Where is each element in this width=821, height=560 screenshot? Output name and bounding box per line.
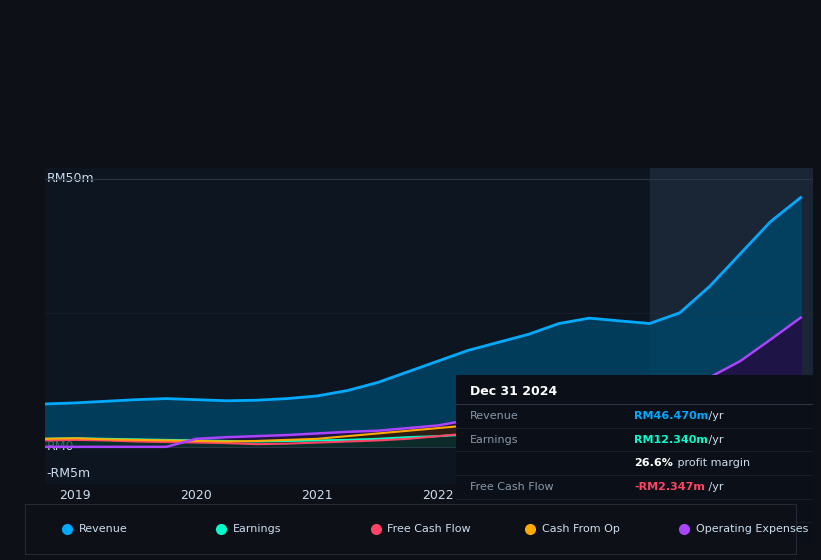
Text: /yr: /yr: [705, 435, 723, 445]
Text: RM0: RM0: [47, 440, 74, 454]
Text: Revenue: Revenue: [470, 411, 519, 421]
Text: Revenue: Revenue: [79, 524, 127, 534]
Text: RM12.949m: RM12.949m: [635, 506, 709, 516]
Bar: [649, 168, 813, 484]
Text: /yr: /yr: [705, 411, 723, 421]
Text: -RM2.347m: -RM2.347m: [635, 482, 705, 492]
Text: /yr: /yr: [705, 506, 723, 516]
Text: Operating Expenses: Operating Expenses: [470, 529, 582, 539]
Text: Operating Expenses: Operating Expenses: [696, 524, 809, 534]
Text: RM50m: RM50m: [47, 172, 94, 185]
Text: Earnings: Earnings: [470, 435, 518, 445]
Text: Earnings: Earnings: [233, 524, 282, 534]
Text: Dec 31 2024: Dec 31 2024: [470, 385, 557, 398]
Text: Free Cash Flow: Free Cash Flow: [470, 482, 553, 492]
Text: /yr: /yr: [705, 482, 723, 492]
Text: profit margin: profit margin: [673, 458, 750, 468]
Text: RM12.340m: RM12.340m: [635, 435, 708, 445]
Text: RM24.120m: RM24.120m: [635, 529, 709, 539]
Text: -RM5m: -RM5m: [47, 467, 91, 480]
Text: /yr: /yr: [705, 529, 723, 539]
Text: Cash From Op: Cash From Op: [542, 524, 620, 534]
Text: Cash From Op: Cash From Op: [470, 506, 548, 516]
Text: 26.6%: 26.6%: [635, 458, 673, 468]
Text: Free Cash Flow: Free Cash Flow: [388, 524, 471, 534]
Text: RM46.470m: RM46.470m: [635, 411, 709, 421]
